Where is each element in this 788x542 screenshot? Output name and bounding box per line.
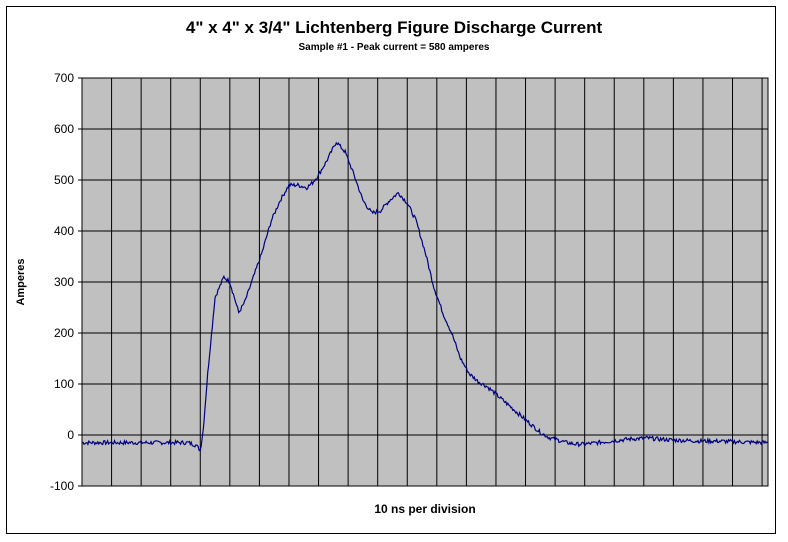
y-tick-label: 200 (54, 326, 74, 340)
y-tick-label: 500 (54, 173, 74, 187)
series-line (81, 141, 769, 452)
y-tick-label: 600 (54, 122, 74, 136)
chart-title: 4" x 4" x 3/4" Lichtenberg Figure Discha… (185, 18, 603, 37)
y-tick-label: -100 (50, 479, 74, 493)
y-tick-label: 400 (54, 224, 74, 238)
y-tick-labels: 700 600 500 400 300 200 100 0 -100 (50, 71, 74, 493)
plot-border (81, 77, 769, 487)
chart-subtitle: Sample #1 - Peak current = 580 amperes (298, 42, 490, 53)
y-tick-label: 100 (54, 377, 74, 391)
y-tick-label: 700 (54, 71, 74, 85)
y-tick-label: 0 (67, 428, 74, 442)
x-axis-label: 10 ns per division (374, 502, 476, 516)
y-tick-label: 300 (54, 275, 74, 289)
